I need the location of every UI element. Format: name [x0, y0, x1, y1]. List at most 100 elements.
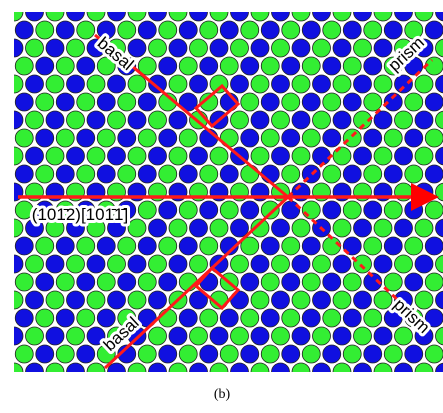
- atom: [67, 255, 85, 273]
- atom: [108, 291, 126, 309]
- atom: [138, 273, 156, 291]
- atom: [118, 0, 136, 3]
- figure: basal prism (101̄2)[101̄1̄] prism basal …: [0, 0, 443, 413]
- atom: [67, 3, 85, 21]
- atom: [261, 273, 279, 291]
- atom: [343, 93, 361, 111]
- atom: [261, 57, 279, 75]
- atom: [67, 291, 85, 309]
- atom: [46, 327, 64, 345]
- atom: [425, 93, 443, 111]
- atom: [118, 237, 136, 255]
- atom: [313, 291, 331, 309]
- atom: [108, 363, 126, 381]
- atom: [354, 363, 372, 381]
- atom: [128, 75, 146, 93]
- atom: [36, 381, 54, 399]
- atom: [374, 291, 392, 309]
- atom: [0, 273, 13, 291]
- atom: [436, 111, 443, 129]
- atom: [231, 3, 249, 21]
- atom: [138, 21, 156, 39]
- atom: [0, 3, 3, 21]
- atom: [118, 21, 136, 39]
- atom: [77, 21, 95, 39]
- atom: [425, 0, 443, 3]
- atom: [302, 21, 320, 39]
- atom: [26, 147, 44, 165]
- atom: [149, 147, 167, 165]
- atom: [15, 345, 33, 363]
- atom: [272, 147, 290, 165]
- atom: [333, 111, 351, 129]
- atom: [0, 129, 13, 147]
- atom: [159, 309, 177, 327]
- atom: [0, 183, 3, 201]
- atom: [384, 345, 402, 363]
- atom: [374, 219, 392, 237]
- atom: [77, 237, 95, 255]
- atom: [46, 111, 64, 129]
- atom: [0, 399, 3, 413]
- atom: [231, 75, 249, 93]
- atom: [87, 255, 105, 273]
- atom: [292, 147, 310, 165]
- atom: [5, 111, 23, 129]
- atom: [251, 399, 269, 413]
- atom: [169, 363, 187, 381]
- atom: [46, 255, 64, 273]
- atom: [261, 309, 279, 327]
- atom: [251, 291, 269, 309]
- atom: [333, 291, 351, 309]
- atom: [200, 57, 218, 75]
- atom: [272, 3, 290, 21]
- atom: [333, 399, 351, 413]
- atom: [15, 273, 33, 291]
- atom: [77, 129, 95, 147]
- atom: [364, 57, 382, 75]
- atom: [0, 237, 13, 255]
- atom: [159, 129, 177, 147]
- atom: [374, 3, 392, 21]
- atom: [292, 399, 310, 413]
- atom: [169, 3, 187, 21]
- atom: [323, 309, 341, 327]
- atom: [0, 381, 13, 399]
- atom: [108, 3, 126, 21]
- atom: [0, 363, 3, 381]
- atom: [241, 309, 259, 327]
- atom: [251, 327, 269, 345]
- atom: [354, 219, 372, 237]
- atom: [46, 399, 64, 413]
- atom: [231, 327, 249, 345]
- atom: [343, 165, 361, 183]
- atom: [364, 165, 382, 183]
- atom: [241, 21, 259, 39]
- atom: [36, 21, 54, 39]
- atom: [15, 165, 33, 183]
- atom: [364, 201, 382, 219]
- atom: [36, 93, 54, 111]
- atom: [5, 291, 23, 309]
- atom: [241, 381, 259, 399]
- atom: [436, 75, 443, 93]
- atom: [128, 219, 146, 237]
- atom: [261, 21, 279, 39]
- atom: [343, 57, 361, 75]
- atom: [384, 381, 402, 399]
- atom: [343, 201, 361, 219]
- atom: [15, 57, 33, 75]
- atom: [241, 57, 259, 75]
- atom: [282, 345, 300, 363]
- atom: [395, 111, 413, 129]
- atom: [282, 165, 300, 183]
- atom: [302, 381, 320, 399]
- atom: [118, 381, 136, 399]
- atom: [354, 75, 372, 93]
- atom: [405, 381, 423, 399]
- atom: [15, 237, 33, 255]
- atom: [354, 147, 372, 165]
- atom: [5, 39, 23, 57]
- atom: [159, 273, 177, 291]
- atom: [364, 93, 382, 111]
